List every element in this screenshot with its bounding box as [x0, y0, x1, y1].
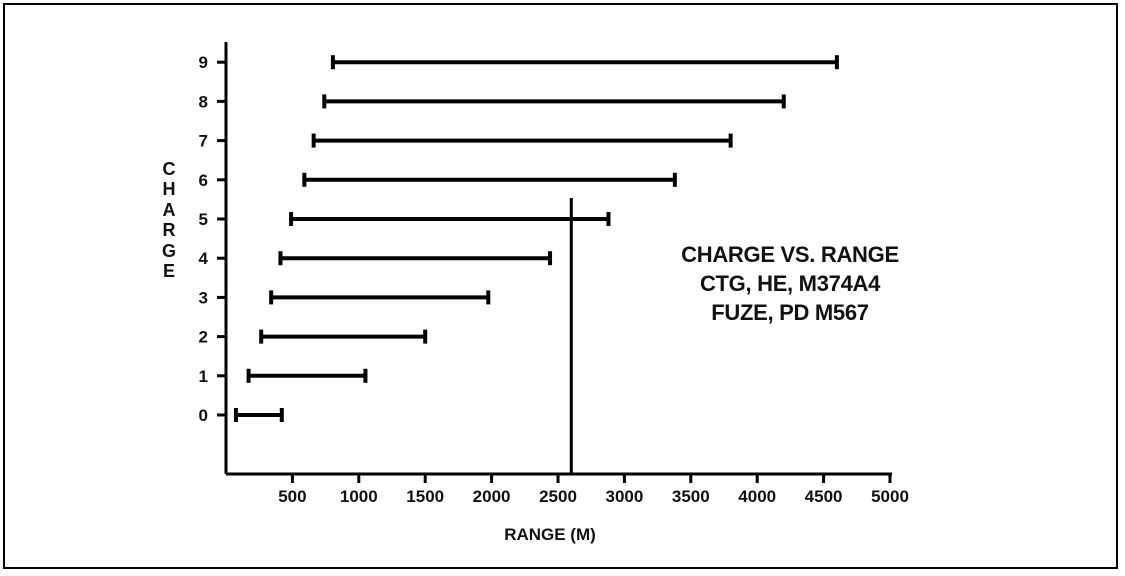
- range-bars: [233, 55, 839, 422]
- x-tick-label: 3500: [672, 487, 710, 506]
- x-tick-label: 2500: [539, 487, 577, 506]
- x-tick-label: 4000: [738, 487, 776, 506]
- y-tick-label: 8: [199, 92, 208, 111]
- x-tick-label: 2000: [473, 487, 511, 506]
- y-tick-label: 4: [199, 249, 209, 268]
- y-tick-label: 1: [199, 367, 208, 386]
- y-axis-label-letter: H: [162, 179, 176, 200]
- x-tick-label: 3000: [605, 487, 643, 506]
- x-tick-label: 4500: [805, 487, 843, 506]
- y-tick-label: 7: [199, 132, 208, 151]
- axes: 500 1000 1500 2000 2500 3000 3500 4000 4500 5000 0…: [199, 42, 909, 506]
- y-tick-label: 9: [199, 53, 208, 72]
- x-tick-label: 1000: [340, 487, 378, 506]
- range-bar-charge-5: [289, 212, 611, 226]
- range-bar-charge-8: [322, 94, 786, 109]
- y-tick-label: 5: [199, 210, 208, 229]
- range-bar-charge-3: [269, 290, 491, 305]
- chart-annotation: CHARGE VS. RANGE CTG, HE, M374A4 FUZE, P…: [640, 240, 940, 327]
- x-tick-label: 1500: [406, 487, 444, 506]
- annotation-line-1: CHARGE VS. RANGE: [681, 242, 899, 267]
- y-axis-label-letter: R: [162, 220, 176, 241]
- x-tick-label: 5000: [871, 487, 909, 506]
- range-bar-charge-0: [233, 408, 284, 422]
- x-axis-label: RANGE (M): [504, 525, 596, 544]
- annotation-line-3: FUZE, PD M567: [711, 300, 869, 325]
- y-tick-label: 2: [199, 328, 208, 347]
- y-tick-label: 6: [199, 171, 208, 190]
- range-bar-charge-2: [259, 329, 428, 344]
- y-tick-label: 3: [199, 288, 208, 307]
- range-bar-charge-6: [302, 172, 677, 187]
- y-axis-label-letter: C: [162, 159, 176, 179]
- y-axis-label-letter: G: [161, 240, 176, 261]
- y-tick-label: 0: [199, 406, 208, 425]
- annotation-line-2: CTG, HE, M374A4: [699, 271, 881, 296]
- range-bar-charge-4: [278, 251, 553, 266]
- y-axis-label-letter: E: [162, 261, 175, 282]
- range-bar-charge-7: [311, 133, 733, 148]
- y-axis-label-letter: A: [162, 199, 176, 220]
- range-bar-charge-9: [330, 55, 839, 70]
- x-tick-label: 500: [278, 487, 306, 506]
- range-bar-charge-1: [246, 368, 368, 383]
